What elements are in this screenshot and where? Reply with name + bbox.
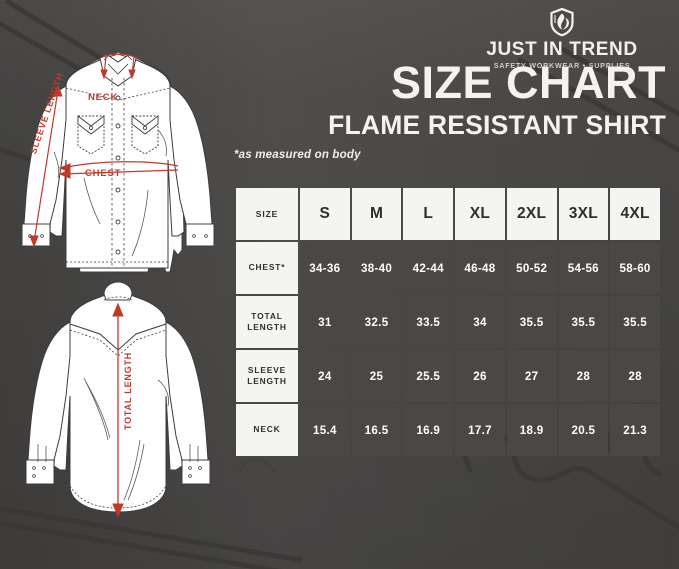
cell-sleeve-length-2xl: 27 bbox=[506, 350, 557, 402]
cell-neck-xl: 17.7 bbox=[455, 404, 505, 456]
row-label-line: TOTAL bbox=[251, 310, 283, 321]
table-row-total-length: TOTAL LENGTH 31 32.5 33.5 34 35.5 35.5 3… bbox=[236, 296, 660, 348]
brand-tagline: SAFETY WORKWEAR • SUPPLIES bbox=[493, 61, 631, 70]
chest-measure-annotation bbox=[58, 161, 179, 179]
row-label-line: LENGTH bbox=[247, 322, 287, 332]
row-label-line: SLEEVE bbox=[247, 364, 287, 375]
cell-neck-2xl: 18.9 bbox=[506, 404, 557, 456]
table-header-m: M bbox=[351, 188, 402, 240]
cell-neck-3xl: 20.5 bbox=[558, 404, 609, 456]
table-row-chest: CHEST* 34-36 38-40 42-44 46-48 50-52 54-… bbox=[236, 242, 660, 294]
row-label-sleeve-length: SLEEVE LENGTH bbox=[236, 350, 298, 402]
table-header-3xl: 3XL bbox=[558, 188, 609, 240]
cell-sleeve-length-l: 25.5 bbox=[403, 350, 454, 402]
table-header-s: S bbox=[300, 188, 350, 240]
shirt-illustrations: NECK CHEST SLEEVE LENGTH TOTAL LENGTH bbox=[0, 0, 234, 569]
row-label-line: CHEST* bbox=[248, 262, 286, 273]
cell-total-length-m: 32.5 bbox=[351, 296, 402, 348]
row-label-neck: NECK bbox=[236, 404, 298, 456]
shirt-technical-drawings bbox=[21, 51, 215, 518]
cell-chest-3xl: 54-56 bbox=[558, 242, 609, 294]
brand-logo: JUST IN TREND SAFETY WORKWEAR • SUPPLIES bbox=[462, 7, 662, 70]
table-header-l: L bbox=[403, 188, 454, 240]
sleeve-length-measure-annotation bbox=[29, 84, 63, 248]
table-header-row: SIZE S M L XL 2XL 3XL 4XL bbox=[236, 188, 660, 240]
size-chart-table: SIZE S M L XL 2XL 3XL 4XL CHEST* 34-36 3… bbox=[234, 186, 662, 458]
table-header-4xl: 4XL bbox=[610, 188, 660, 240]
table-header-xl: XL bbox=[455, 188, 505, 240]
cell-chest-m: 38-40 bbox=[351, 242, 402, 294]
table-row-sleeve-length: SLEEVE LENGTH 24 25 25.5 26 27 28 28 bbox=[236, 350, 660, 402]
cell-chest-xl: 46-48 bbox=[455, 242, 505, 294]
cell-sleeve-length-xl: 26 bbox=[455, 350, 505, 402]
neck-measure-annotation bbox=[97, 53, 141, 80]
table-header-2xl: 2XL bbox=[506, 188, 557, 240]
table-header-size: SIZE bbox=[236, 188, 298, 240]
cell-neck-m: 16.5 bbox=[351, 404, 402, 456]
cell-chest-l: 42-44 bbox=[403, 242, 454, 294]
cell-total-length-4xl: 35.5 bbox=[610, 296, 660, 348]
cell-chest-4xl: 58-60 bbox=[610, 242, 660, 294]
cell-sleeve-length-3xl: 28 bbox=[558, 350, 609, 402]
row-label-line: LENGTH bbox=[247, 376, 287, 386]
label-chest: CHEST bbox=[85, 168, 122, 179]
cell-total-length-l: 33.5 bbox=[403, 296, 454, 348]
row-label-line: NECK bbox=[253, 424, 281, 435]
cell-neck-s: 15.4 bbox=[300, 404, 350, 456]
cell-sleeve-length-s: 24 bbox=[300, 350, 350, 402]
total-length-measure-annotation bbox=[112, 302, 124, 518]
cell-sleeve-length-m: 25 bbox=[351, 350, 402, 402]
cell-sleeve-length-4xl: 28 bbox=[610, 350, 660, 402]
cell-total-length-s: 31 bbox=[300, 296, 350, 348]
cell-total-length-xl: 34 bbox=[455, 296, 505, 348]
shield-flame-icon bbox=[550, 7, 574, 37]
row-label-chest: CHEST* bbox=[236, 242, 298, 294]
brand-name: JUST IN TREND bbox=[486, 39, 638, 60]
cell-neck-l: 16.9 bbox=[403, 404, 454, 456]
cell-chest-s: 34-36 bbox=[300, 242, 350, 294]
page-subtitle: FLAME RESISTANT SHIRT bbox=[328, 109, 666, 140]
measurement-note: *as measured on body bbox=[234, 148, 361, 161]
heading-group: SIZE CHART FLAME RESISTANT SHIRT *as mea… bbox=[234, 60, 666, 161]
cell-neck-4xl: 21.3 bbox=[610, 404, 660, 456]
row-label-total-length: TOTAL LENGTH bbox=[236, 296, 298, 348]
page-title: SIZE CHART bbox=[391, 57, 666, 108]
cell-total-length-3xl: 35.5 bbox=[558, 296, 609, 348]
label-neck: NECK bbox=[88, 92, 119, 103]
table-row-neck: NECK 15.4 16.5 16.9 17.7 18.9 20.5 21.3 bbox=[236, 404, 660, 456]
cell-total-length-2xl: 35.5 bbox=[506, 296, 557, 348]
cell-chest-2xl: 50-52 bbox=[506, 242, 557, 294]
label-total-length: TOTAL LENGTH bbox=[123, 351, 133, 430]
